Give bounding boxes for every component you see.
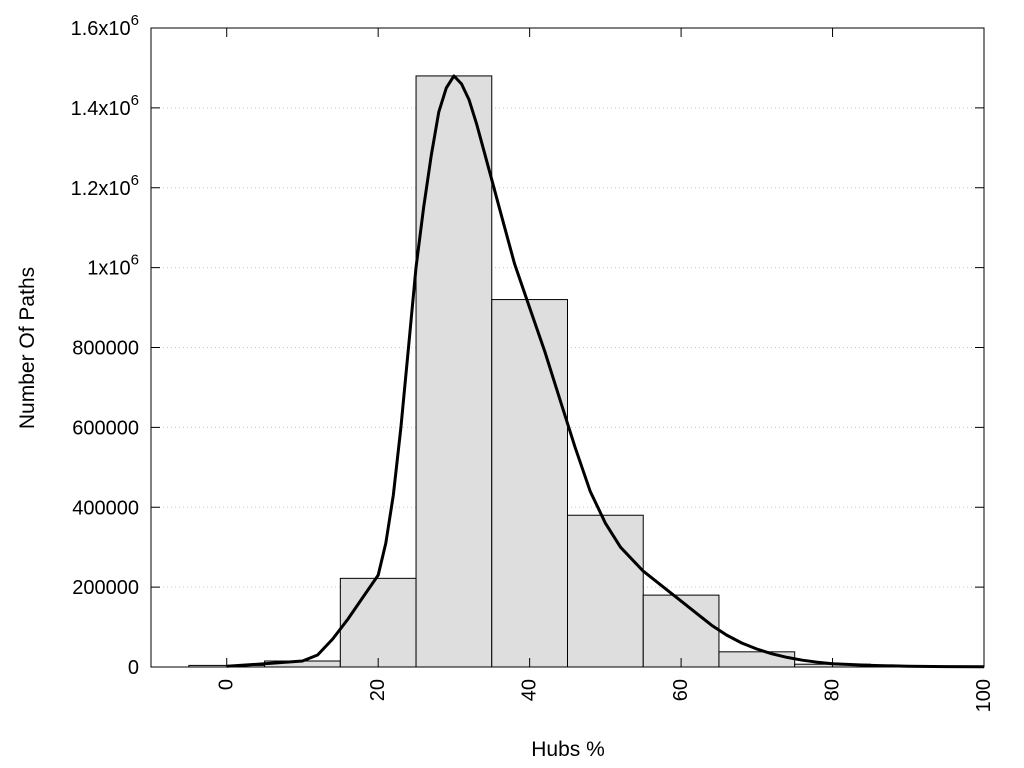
y-tick-label: 1.4x106 [71, 92, 139, 120]
x-tick-label: 20 [367, 679, 389, 701]
y-tick-label: 600000 [72, 417, 139, 439]
histogram-bar [415, 75, 493, 668]
histogram-bars [188, 75, 947, 668]
y-tick-label: 0 [128, 657, 139, 679]
y-tick-label: 800000 [72, 338, 139, 360]
x-tick-label: 0 [216, 679, 238, 690]
histogram-bar [339, 577, 417, 668]
histogram-bar [567, 514, 644, 668]
x-tick-label: 80 [822, 679, 844, 701]
x-tick-label: 40 [519, 679, 541, 701]
x-tick-label: 60 [670, 679, 692, 701]
y-tick-label: 1x106 [87, 252, 139, 280]
density-curve [226, 74, 985, 669]
x-axis-ticks: 0 20 40 60 80 100 [216, 28, 995, 712]
y-tick-label: 400000 [72, 497, 139, 519]
histogram-bar [718, 651, 796, 668]
y-tick-label: 1.2x106 [71, 172, 139, 200]
x-tick-label: 100 [973, 679, 995, 712]
y-axis-title: Number Of Paths [16, 267, 39, 429]
y-tick-label: 1.6x106 [71, 12, 139, 40]
y-tick-label: 200000 [72, 577, 139, 599]
x-axis-title: Hubs % [531, 738, 605, 761]
histogram-bar [642, 594, 720, 668]
histogram-bar [491, 299, 569, 668]
